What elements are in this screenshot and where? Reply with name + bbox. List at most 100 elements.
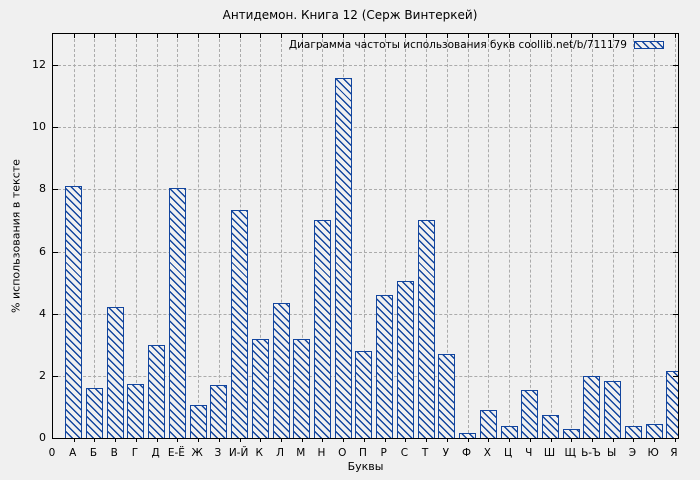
y-tick-mark-right — [673, 127, 678, 129]
bar — [272, 302, 290, 438]
x-tick-mark-bottom — [591, 438, 593, 442]
bar — [376, 295, 394, 438]
bar — [479, 410, 497, 438]
bar-hatch — [66, 187, 82, 438]
gridline-h — [53, 127, 678, 129]
x-tick-mark-bottom — [426, 438, 428, 442]
x-tick-mark-top — [177, 34, 179, 38]
bar — [562, 428, 580, 438]
x-tick-label: Г — [131, 447, 139, 459]
bar-hatch — [356, 352, 372, 438]
x-tick-label: Ф — [462, 447, 472, 459]
gridline-v — [363, 34, 365, 438]
bar — [521, 389, 539, 438]
x-tick-label: Щ — [564, 447, 576, 459]
x-tick-label: Д — [151, 447, 160, 459]
gridline-v — [488, 34, 490, 438]
y-tick-label: 6 — [39, 244, 46, 258]
bar-hatch — [169, 188, 185, 438]
gridline-v — [135, 34, 137, 438]
bar-hatch — [418, 221, 434, 438]
x-tick-mark-top — [550, 34, 552, 38]
x-tick-label: В — [110, 447, 118, 459]
x-tick-mark-top — [509, 34, 511, 38]
x-tick-label: К — [255, 447, 264, 459]
gridline-v — [633, 34, 635, 438]
bar — [148, 344, 166, 438]
x-tick-mark-bottom — [467, 438, 469, 442]
x-tick-mark-bottom — [674, 438, 676, 442]
x-tick-label: А — [69, 447, 77, 459]
gridline-v — [281, 34, 283, 438]
bar — [666, 371, 678, 438]
x-tick-label: Р — [380, 447, 387, 459]
bar-hatch — [543, 415, 558, 438]
x-tick-mark-bottom — [612, 438, 614, 442]
legend-swatch — [634, 41, 664, 49]
x-tick-mark-top — [654, 34, 656, 38]
x-tick-mark-bottom — [260, 438, 262, 442]
bar-hatch — [149, 345, 165, 438]
bar — [85, 388, 103, 438]
x-tick-label: Е-Ё — [167, 447, 185, 459]
bar — [624, 425, 642, 438]
bar — [604, 380, 622, 438]
x-tick-mark-top — [426, 34, 428, 38]
gridline-v — [654, 34, 656, 438]
x-tick-label: С — [400, 447, 409, 459]
bar — [313, 220, 331, 438]
x-tick-label: Ж — [191, 447, 203, 459]
bar — [355, 351, 373, 438]
bar-hatch — [294, 339, 310, 438]
bar-hatch — [86, 389, 102, 438]
bar-hatch — [563, 429, 579, 438]
gridline-v — [405, 34, 407, 438]
x-tick-label: У — [442, 447, 450, 459]
gridline-v — [198, 34, 200, 438]
bar — [293, 338, 311, 438]
x-tick-label: Ю — [647, 447, 659, 459]
x-tick-mark-top — [405, 34, 407, 38]
x-tick-mark-bottom — [115, 438, 117, 442]
bar-hatch — [480, 411, 496, 438]
plot-area: Диаграмма частоты использования букв coo… — [52, 33, 679, 442]
bar — [645, 424, 663, 438]
gridline-v — [550, 34, 552, 438]
gridline-v — [529, 34, 531, 438]
x-tick-mark-bottom — [384, 438, 386, 442]
bar — [210, 385, 228, 438]
x-tick-mark-bottom — [281, 438, 283, 442]
x-tick-mark-top — [73, 34, 75, 38]
y-tick-label: 12 — [32, 58, 46, 72]
gridline-h — [53, 189, 678, 191]
x-tick-mark-top — [612, 34, 614, 38]
x-tick-mark-top — [239, 34, 241, 38]
bar-hatch — [397, 282, 413, 438]
x-tick-mark-top — [633, 34, 635, 38]
x-tick-mark-top — [591, 34, 593, 38]
x-tick-label: Ч — [525, 447, 533, 459]
y-tick-label: 4 — [39, 306, 46, 320]
x-tick-label: М — [296, 447, 306, 459]
bar-hatch — [128, 384, 144, 438]
x-tick-mark-bottom — [571, 438, 573, 442]
bar-hatch — [314, 221, 330, 438]
x-tick-mark-bottom — [633, 438, 635, 442]
gridline-v — [509, 34, 511, 438]
bar — [106, 307, 124, 438]
bar-hatch — [107, 308, 123, 438]
legend-label: Диаграмма частоты использования букв coo… — [288, 39, 627, 51]
x-tick-label: Ц — [503, 447, 513, 459]
x-tick-label: Б — [89, 447, 98, 459]
ticks-layer — [53, 34, 678, 442]
gridline-v — [260, 34, 262, 438]
y-tick-label: 10 — [32, 120, 46, 134]
bar-hatch — [667, 372, 678, 438]
x-tick-mark-bottom — [363, 438, 365, 442]
gridline-v — [571, 34, 573, 438]
bar — [189, 405, 207, 438]
gridline-v — [467, 34, 469, 438]
bar — [417, 220, 435, 438]
y-tick-mark-left — [53, 375, 58, 377]
gridline-h — [53, 65, 678, 67]
